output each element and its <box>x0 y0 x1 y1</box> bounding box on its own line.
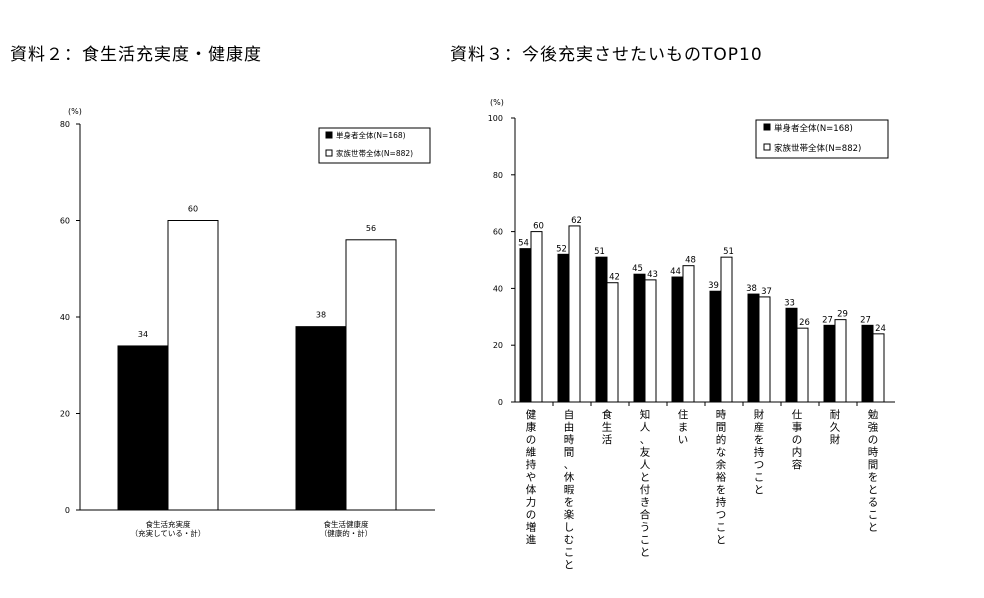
y-tick-label: 20 <box>493 341 503 350</box>
chart-title-left: 資料２：食生活充実度・健康度 <box>10 45 262 65</box>
bar <box>117 345 169 511</box>
data-label: 43 <box>647 270 658 280</box>
data-label: 60 <box>188 205 198 214</box>
y-tick-label: 0 <box>65 506 70 515</box>
legend-swatch <box>325 131 333 139</box>
legend-swatch <box>325 149 333 157</box>
legend-label: 家族世帯全体(N=882) <box>336 148 413 158</box>
bar <box>345 239 397 511</box>
bar <box>834 319 847 403</box>
category-label: 時間的な余裕を持つこと <box>716 409 727 546</box>
data-label: 38 <box>746 284 757 294</box>
data-label: 24 <box>875 324 886 334</box>
legend-label: 単身者全体(N=168) <box>774 123 853 134</box>
chart-title-right: 資料３：今後充実させたいものTOP10 <box>450 45 763 65</box>
data-label: 29 <box>837 310 848 320</box>
legend-label: 家族世帯全体(N=882) <box>774 143 861 154</box>
bar <box>633 273 646 403</box>
category-label: 自由時間、休暇を楽しむこと <box>564 408 575 571</box>
data-label: 44 <box>670 267 681 277</box>
data-label: 48 <box>685 256 696 266</box>
data-label: 37 <box>761 287 772 297</box>
data-label: 51 <box>723 247 734 257</box>
y-tick-label: 80 <box>60 120 70 129</box>
bar <box>530 231 543 403</box>
data-label: 56 <box>366 224 376 233</box>
legend-swatch <box>763 123 771 131</box>
data-label: 62 <box>571 216 582 226</box>
data-label: 27 <box>860 315 871 325</box>
bar <box>295 326 347 511</box>
bar <box>785 307 798 403</box>
bar <box>861 324 874 403</box>
bar <box>671 276 684 403</box>
y-tick-label: 40 <box>60 313 70 322</box>
bar <box>644 279 657 403</box>
category-label: 仕事の内容 <box>792 408 803 471</box>
bar <box>557 253 570 403</box>
y-tick-label: 60 <box>60 217 70 226</box>
y-tick-label: 80 <box>493 171 503 180</box>
category-label: 知人、友人と付き合うこと <box>640 408 651 559</box>
y-axis-unit: (%) <box>490 98 504 107</box>
bar <box>167 220 219 511</box>
data-label: 51 <box>594 247 605 257</box>
legend-label: 単身者全体(N=168) <box>336 130 406 140</box>
y-tick-label: 20 <box>60 410 70 419</box>
legend-box <box>755 119 889 159</box>
bar <box>747 293 760 403</box>
data-label: 34 <box>138 330 148 339</box>
bar <box>595 256 608 403</box>
category-label: 財産を持つこと <box>754 408 765 496</box>
bar <box>823 324 836 403</box>
data-label: 39 <box>708 281 719 291</box>
bar <box>606 282 619 403</box>
data-label: 38 <box>316 311 326 320</box>
data-label: 26 <box>799 318 810 328</box>
y-axis-unit: (%) <box>68 107 82 116</box>
bar <box>568 225 581 403</box>
y-tick-label: 40 <box>493 284 503 293</box>
legend-swatch <box>763 143 771 151</box>
category-label: 勉強の時間をとること <box>868 408 879 534</box>
bar <box>758 296 771 403</box>
category-label: 住まい <box>678 408 689 446</box>
data-label: 42 <box>609 273 620 283</box>
bar <box>796 327 809 403</box>
legend-box <box>318 127 431 164</box>
category-label: （充実している・計） <box>131 528 206 538</box>
data-label: 52 <box>556 244 567 254</box>
bar <box>709 290 722 403</box>
data-label: 45 <box>632 264 643 274</box>
y-tick-label: 100 <box>488 114 503 123</box>
category-label: （健康的・計） <box>320 528 373 538</box>
category-label: 耐久財 <box>830 408 841 446</box>
bar <box>872 333 885 403</box>
bar <box>519 248 532 403</box>
data-label: 27 <box>822 315 833 325</box>
data-label: 54 <box>518 239 529 249</box>
bar <box>682 265 695 403</box>
category-label: 食生活充実度 <box>146 519 191 529</box>
y-tick-label: 60 <box>493 228 503 237</box>
data-label: 33 <box>784 298 795 308</box>
data-label: 60 <box>533 222 544 232</box>
category-label: 食生活 <box>602 408 613 446</box>
category-label: 食生活健康度 <box>324 519 369 529</box>
category-label: 健康の維持や体力の増進 <box>526 409 537 546</box>
y-tick-label: 0 <box>498 398 503 407</box>
bar <box>720 256 733 403</box>
